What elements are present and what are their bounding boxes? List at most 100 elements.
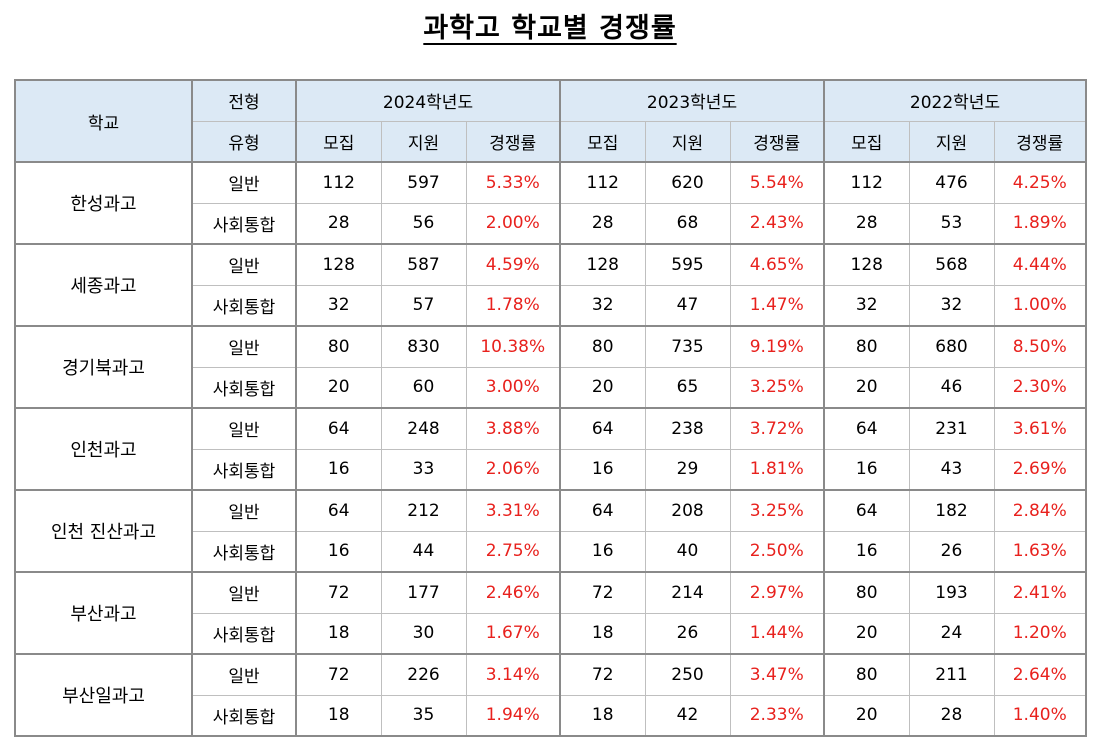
recruit-count: 80 [559,325,646,368]
recruit-count: 18 [559,612,646,655]
applicant-count: 30 [380,612,467,655]
competition-rate: 2.50% [729,530,825,573]
applicant-count: 597 [380,161,467,204]
recruit-count: 112 [295,161,382,204]
recruit-count: 64 [823,489,910,532]
header-sub-recruit: 모집 [823,120,910,163]
competition-rate: 3.61% [993,407,1087,450]
applicant-count: 248 [380,407,467,450]
recruit-count: 16 [295,530,382,573]
admission-type: 일반 [191,161,297,204]
applicant-count: 620 [644,161,731,204]
competition-rate: 8.50% [993,325,1087,368]
admission-type: 사회통합 [191,530,297,573]
header-type-top: 전형 [191,79,297,122]
school-name: 부산일과고 [14,653,193,737]
applicant-count: 214 [644,571,731,614]
applicant-count: 68 [644,202,731,245]
applicant-count: 830 [380,325,467,368]
recruit-count: 128 [823,243,910,286]
competition-rate: 5.33% [465,161,561,204]
competition-rate: 1.47% [729,284,825,327]
competition-rate: 2.43% [729,202,825,245]
header-sub-apply: 지원 [644,120,731,163]
applicant-count: 24 [908,612,995,655]
table-row: 사회통합 16 44 2.75% 16 40 2.50% 16 26 1.63% [15,530,1087,573]
competition-rate: 1.94% [465,694,561,737]
applicant-count: 65 [644,366,731,409]
recruit-count: 112 [559,161,646,204]
recruit-count: 72 [559,653,646,696]
applicant-count: 568 [908,243,995,286]
recruit-count: 128 [559,243,646,286]
competition-rate: 2.69% [993,448,1087,491]
competition-rate: 2.75% [465,530,561,573]
table-row: 부산과고 일반 72 177 2.46% 72 214 2.97% 80 193 2.41% [14,571,1087,655]
competition-rate: 1.00% [993,284,1087,327]
applicant-count: 680 [908,325,995,368]
recruit-count: 18 [295,612,382,655]
applicant-count: 211 [908,653,995,696]
applicant-count: 47 [644,284,731,327]
applicant-count: 28 [908,694,995,737]
applicant-count: 595 [644,243,731,286]
applicant-count: 32 [908,284,995,327]
applicant-count: 231 [908,407,995,450]
applicant-count: 35 [380,694,467,737]
admission-type: 사회통합 [191,366,297,409]
recruit-count: 20 [823,366,910,409]
table-row: 인천 진산과고 일반 64 212 3.31% 64 208 3.25% 64 182 2.84% [14,489,1087,573]
recruit-count: 64 [559,407,646,450]
school-name: 한성과고 [14,161,193,245]
header-year-2022: 2022학년도 [823,79,1087,122]
applicant-count: 212 [380,489,467,532]
competition-rate: 1.44% [729,612,825,655]
applicant-count: 476 [908,161,995,204]
recruit-count: 20 [823,694,910,737]
recruit-count: 32 [559,284,646,327]
recruit-count: 112 [823,161,910,204]
competition-rate: 4.25% [993,161,1087,204]
table-row: 부산일과고 일반 72 226 3.14% 72 250 3.47% 80 211 2.64% [14,653,1087,737]
table-row: 사회통합 32 57 1.78% 32 47 1.47% 32 32 1.00% [15,284,1087,327]
table-row: 사회통합 20 60 3.00% 20 65 3.25% 20 46 2.30% [15,366,1087,409]
applicant-count: 57 [380,284,467,327]
competition-rate: 2.06% [465,448,561,491]
recruit-count: 72 [295,653,382,696]
header-sub-recruit: 모집 [559,120,646,163]
admission-type: 일반 [191,325,297,368]
competition-rate: 2.84% [993,489,1087,532]
recruit-count: 16 [823,448,910,491]
recruit-count: 80 [295,325,382,368]
recruit-count: 16 [559,448,646,491]
competition-rate: 2.97% [729,571,825,614]
applicant-count: 60 [380,366,467,409]
recruit-count: 64 [559,489,646,532]
recruit-count: 80 [823,653,910,696]
recruit-count: 32 [823,284,910,327]
header-sub-recruit: 모집 [295,120,382,163]
recruit-count: 28 [559,202,646,245]
applicant-count: 238 [644,407,731,450]
table-row: 사회통합 18 35 1.94% 18 42 2.33% 20 28 1.40% [15,694,1087,737]
recruit-count: 18 [295,694,382,737]
applicant-count: 40 [644,530,731,573]
competition-rate: 2.33% [729,694,825,737]
competition-rate: 2.64% [993,653,1087,696]
competition-rate: 3.88% [465,407,561,450]
table-row: 경기북과고 일반 80 830 10.38% 80 735 9.19% 80 680 8.50% [14,325,1087,409]
competition-rate: 2.41% [993,571,1087,614]
competition-rate: 3.14% [465,653,561,696]
applicant-count: 53 [908,202,995,245]
admission-type: 일반 [191,653,297,696]
table-row: 세종과고 일반 128 587 4.59% 128 595 4.65% 128 568 4.44% [14,243,1087,327]
admission-type: 사회통합 [191,202,297,245]
recruit-count: 18 [559,694,646,737]
admission-type: 일반 [191,571,297,614]
admission-type: 일반 [191,407,297,450]
recruit-count: 20 [295,366,382,409]
recruit-count: 28 [295,202,382,245]
competition-rate: 1.63% [993,530,1087,573]
competition-rate: 3.31% [465,489,561,532]
applicant-count: 42 [644,694,731,737]
